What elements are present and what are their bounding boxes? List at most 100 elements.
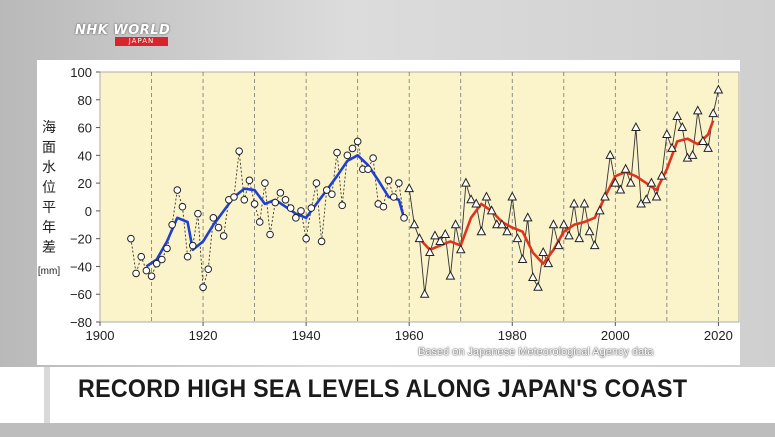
triangle-data-point <box>610 177 621 187</box>
circle-data-point <box>286 204 295 212</box>
x-axis-ticks: 1900 1920 1940 1960 1980 2000 2020 <box>86 322 733 343</box>
y-axis-label-char: 海 <box>42 120 56 136</box>
y-tick-label: 0 <box>85 204 92 219</box>
triangle-data-point <box>574 233 585 243</box>
triangle-data-point <box>672 110 682 120</box>
triangle-data-point <box>703 142 713 152</box>
circle-data-point <box>183 252 192 261</box>
circle-data-point <box>255 218 264 226</box>
y-axis-label-char: 位 <box>42 180 56 196</box>
y-axis-label-char: 水 <box>42 160 56 176</box>
y-axis-label-char: 差 <box>42 240 56 256</box>
y-axis-label-char: 面 <box>42 140 56 156</box>
triangle-data-point <box>553 240 564 250</box>
circle-data-point <box>204 265 213 274</box>
circle-data-point <box>400 214 408 222</box>
logo-brand: NHK WORLD <box>75 23 171 38</box>
bottom-strip <box>0 423 775 437</box>
circle-data-point <box>292 214 300 222</box>
triangle-data-point <box>548 219 559 229</box>
circle-data-point <box>147 272 156 280</box>
triangle-data-point <box>538 246 549 257</box>
triangle-data-point <box>461 177 471 187</box>
triangle-data-point <box>533 281 543 291</box>
y-tick-label: 60 <box>78 121 92 136</box>
circle-data-point <box>209 214 218 222</box>
triangle-data-point <box>409 219 420 229</box>
circle-data-point <box>271 198 280 207</box>
circle-data-point <box>142 266 151 275</box>
circle-data-point <box>230 193 238 201</box>
triangle-data-point <box>424 246 435 257</box>
triangle-data-point <box>589 240 600 250</box>
circle-data-point <box>168 220 176 229</box>
triangle-data-point <box>435 235 445 245</box>
red-average-line <box>418 120 715 266</box>
triangle-data-point <box>502 226 512 236</box>
circle-data-point <box>194 209 202 218</box>
raw-circle-series-line <box>130 140 405 288</box>
y-tick-label: 100 <box>70 65 92 80</box>
triangle-data-point <box>677 121 688 132</box>
circle-data-point <box>173 186 182 194</box>
circle-data-point <box>163 244 171 253</box>
y-tick-label: 80 <box>78 93 92 108</box>
triangle-data-point <box>512 233 523 243</box>
triangle-data-point <box>445 270 456 280</box>
triangle-data-point <box>450 219 461 229</box>
triangle-data-point <box>625 177 636 187</box>
circle-data-point <box>343 151 352 160</box>
logo-sub: JAPAN <box>115 37 168 46</box>
triangle-data-point <box>641 194 652 204</box>
y-axis-label-char: 年 <box>42 220 56 236</box>
circle-data-point <box>188 241 197 250</box>
circle-data-point <box>261 179 269 187</box>
circle-data-point <box>317 237 326 246</box>
circle-data-point <box>364 165 372 174</box>
triangle-data-point <box>471 198 482 208</box>
triangle-data-point <box>708 108 719 118</box>
circle-data-point <box>307 204 316 212</box>
plot-area <box>99 71 740 323</box>
triangle-data-point <box>517 253 528 263</box>
triangle-data-point <box>507 191 518 201</box>
circle-data-point <box>348 144 357 153</box>
triangle-data-point <box>687 149 698 159</box>
triangle-data-point <box>440 228 451 238</box>
triangle-data-point <box>404 183 415 193</box>
circle-data-point <box>276 189 285 197</box>
triangle-data-point <box>692 105 703 115</box>
triangle-data-point <box>543 258 554 268</box>
triangle-data-point <box>656 170 667 180</box>
triangle-data-point <box>558 219 569 229</box>
circle-data-point <box>178 202 187 211</box>
triangle-data-point <box>497 219 507 229</box>
triangle-data-point <box>481 191 492 201</box>
triangle-data-point <box>595 205 605 215</box>
y-axis-unit: [mm] <box>38 266 60 277</box>
circle-data-point <box>235 147 243 155</box>
circle-data-point <box>199 283 207 292</box>
y-axis-label-char: 平 <box>42 200 56 216</box>
circle-data-point <box>132 269 140 278</box>
circle-data-point <box>302 234 310 243</box>
circle-data-point <box>266 230 274 239</box>
circle-data-point <box>245 176 254 185</box>
circle-data-point <box>214 223 223 232</box>
x-tick-label: 1920 <box>189 328 218 343</box>
circle-data-point <box>322 186 331 194</box>
triangle-data-point <box>605 149 616 159</box>
circle-data-point <box>137 252 146 261</box>
triangle-data-point <box>414 233 425 243</box>
circle-data-point <box>127 234 135 243</box>
circle-data-point <box>281 195 290 204</box>
circle-data-point <box>353 137 362 146</box>
source-note: Based on Japanese Meteorological Agency … <box>418 346 654 358</box>
circle-data-point <box>152 259 161 268</box>
x-tick-label: 1960 <box>395 328 424 343</box>
triangle-data-point <box>615 184 626 194</box>
triangle-data-point <box>455 244 466 254</box>
circle-data-point <box>297 207 305 215</box>
